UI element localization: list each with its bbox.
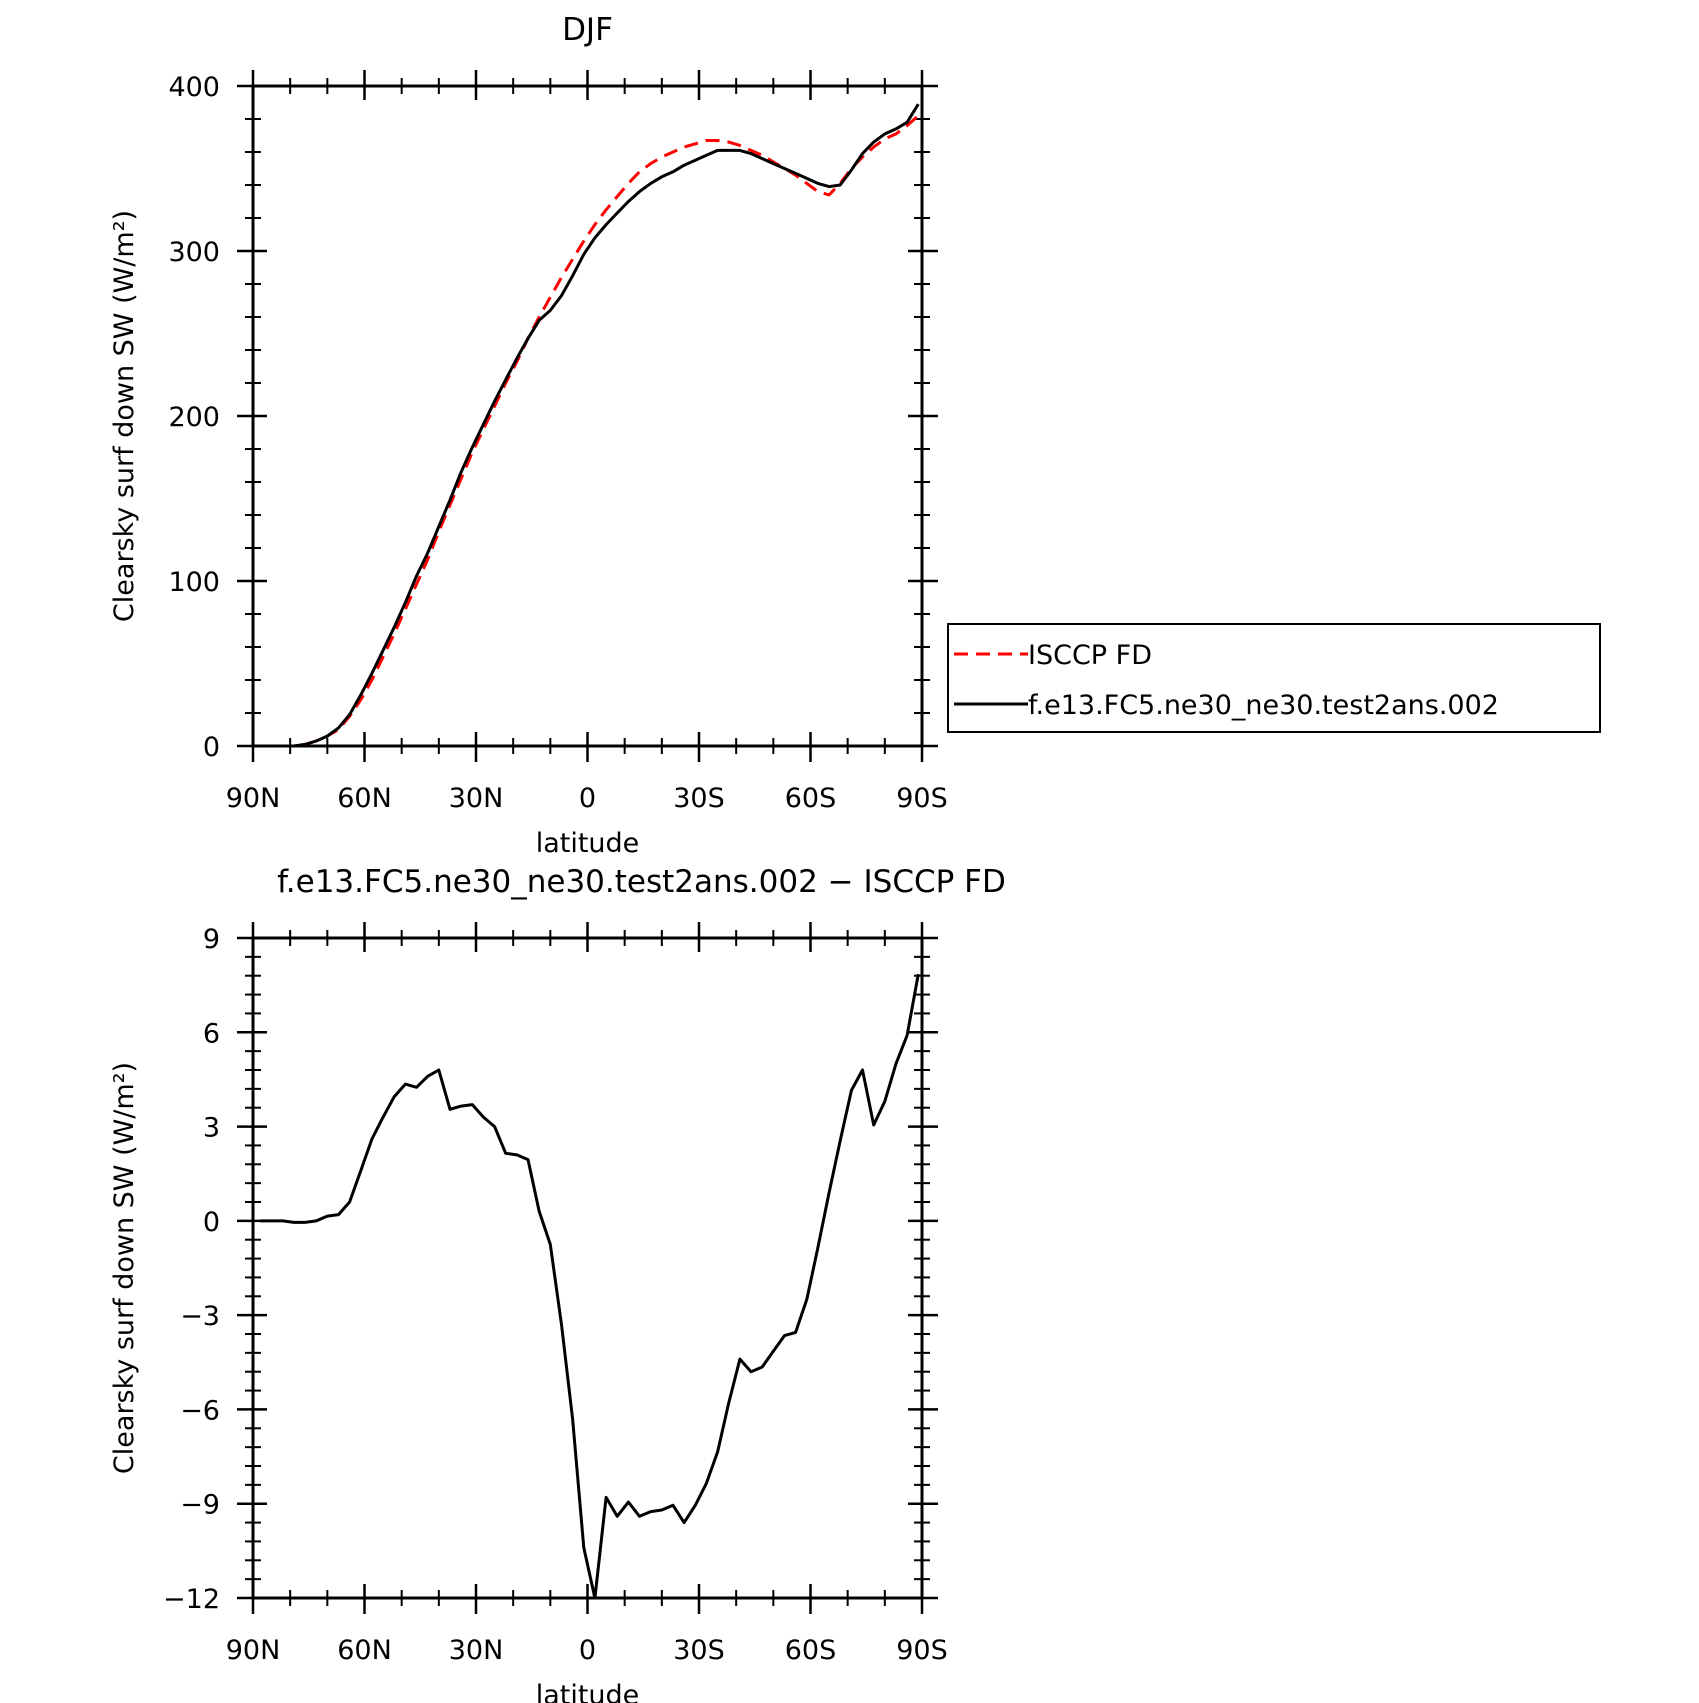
x-tick-label: 30S xyxy=(673,1635,725,1666)
x-tick-label: 60N xyxy=(337,783,392,814)
y-tick-label: 3 xyxy=(203,1113,220,1144)
x-tick-label: 0 xyxy=(579,1635,596,1666)
x-tick-label: 90S xyxy=(896,783,948,814)
y-tick-label: 6 xyxy=(203,1018,220,1049)
y-tick-label: −12 xyxy=(163,1584,220,1615)
x-tick-label: 0 xyxy=(579,783,596,814)
y-axis-label: Clearsky surf down SW (W/m²) xyxy=(109,210,140,622)
y-tick-label: 9 xyxy=(203,924,220,955)
legend-label-0: ISCCP FD xyxy=(1028,640,1152,671)
legend-label-1: f.e13.FC5.ne30_ne30.test2ans.002 xyxy=(1028,690,1499,721)
y-tick-label: −6 xyxy=(180,1395,220,1426)
legend-box xyxy=(947,623,1601,733)
plot-frame xyxy=(251,936,924,1600)
x-tick-label: 90N xyxy=(226,783,281,814)
chart-title: f.e13.FC5.ne30_ne30.test2ans.002 − ISCCP… xyxy=(277,864,1006,900)
x-tick-label: 60S xyxy=(785,783,837,814)
x-tick-label: 60N xyxy=(337,1635,392,1666)
x-axis-label: latitude xyxy=(536,1680,640,1703)
y-tick-label: 0 xyxy=(203,732,220,763)
y-tick-label: 400 xyxy=(168,72,220,103)
x-tick-label: 90S xyxy=(896,1635,948,1666)
series-line-1 xyxy=(260,103,920,748)
x-tick-label: 90N xyxy=(226,1635,281,1666)
y-tick-label: 0 xyxy=(203,1207,220,1238)
y-tick-label: 200 xyxy=(168,402,220,433)
y-tick-label: 100 xyxy=(168,567,220,598)
x-tick-label: 30N xyxy=(449,783,504,814)
x-tick-label: 30N xyxy=(449,1635,504,1666)
chart-title: DJF xyxy=(562,12,613,48)
y-tick-label: −3 xyxy=(180,1301,220,1332)
y-axis-label: Clearsky surf down SW (W/m²) xyxy=(109,1062,140,1474)
y-tick-label: −9 xyxy=(180,1490,220,1521)
series-line-0 xyxy=(260,973,920,1600)
x-tick-label: 60S xyxy=(785,1635,837,1666)
x-axis-label: latitude xyxy=(536,828,640,859)
top-panel: DJF 90N 60N 30N 0 30S 60S 90S 0 100 200 300 400 latit… xyxy=(109,12,1601,859)
x-tick-label: 30S xyxy=(673,783,725,814)
series-line-0 xyxy=(260,114,920,748)
y-tick-label: 300 xyxy=(168,237,220,268)
bottom-panel: f.e13.FC5.ne30_ne30.test2ans.002 − ISCCP… xyxy=(109,864,1006,1703)
